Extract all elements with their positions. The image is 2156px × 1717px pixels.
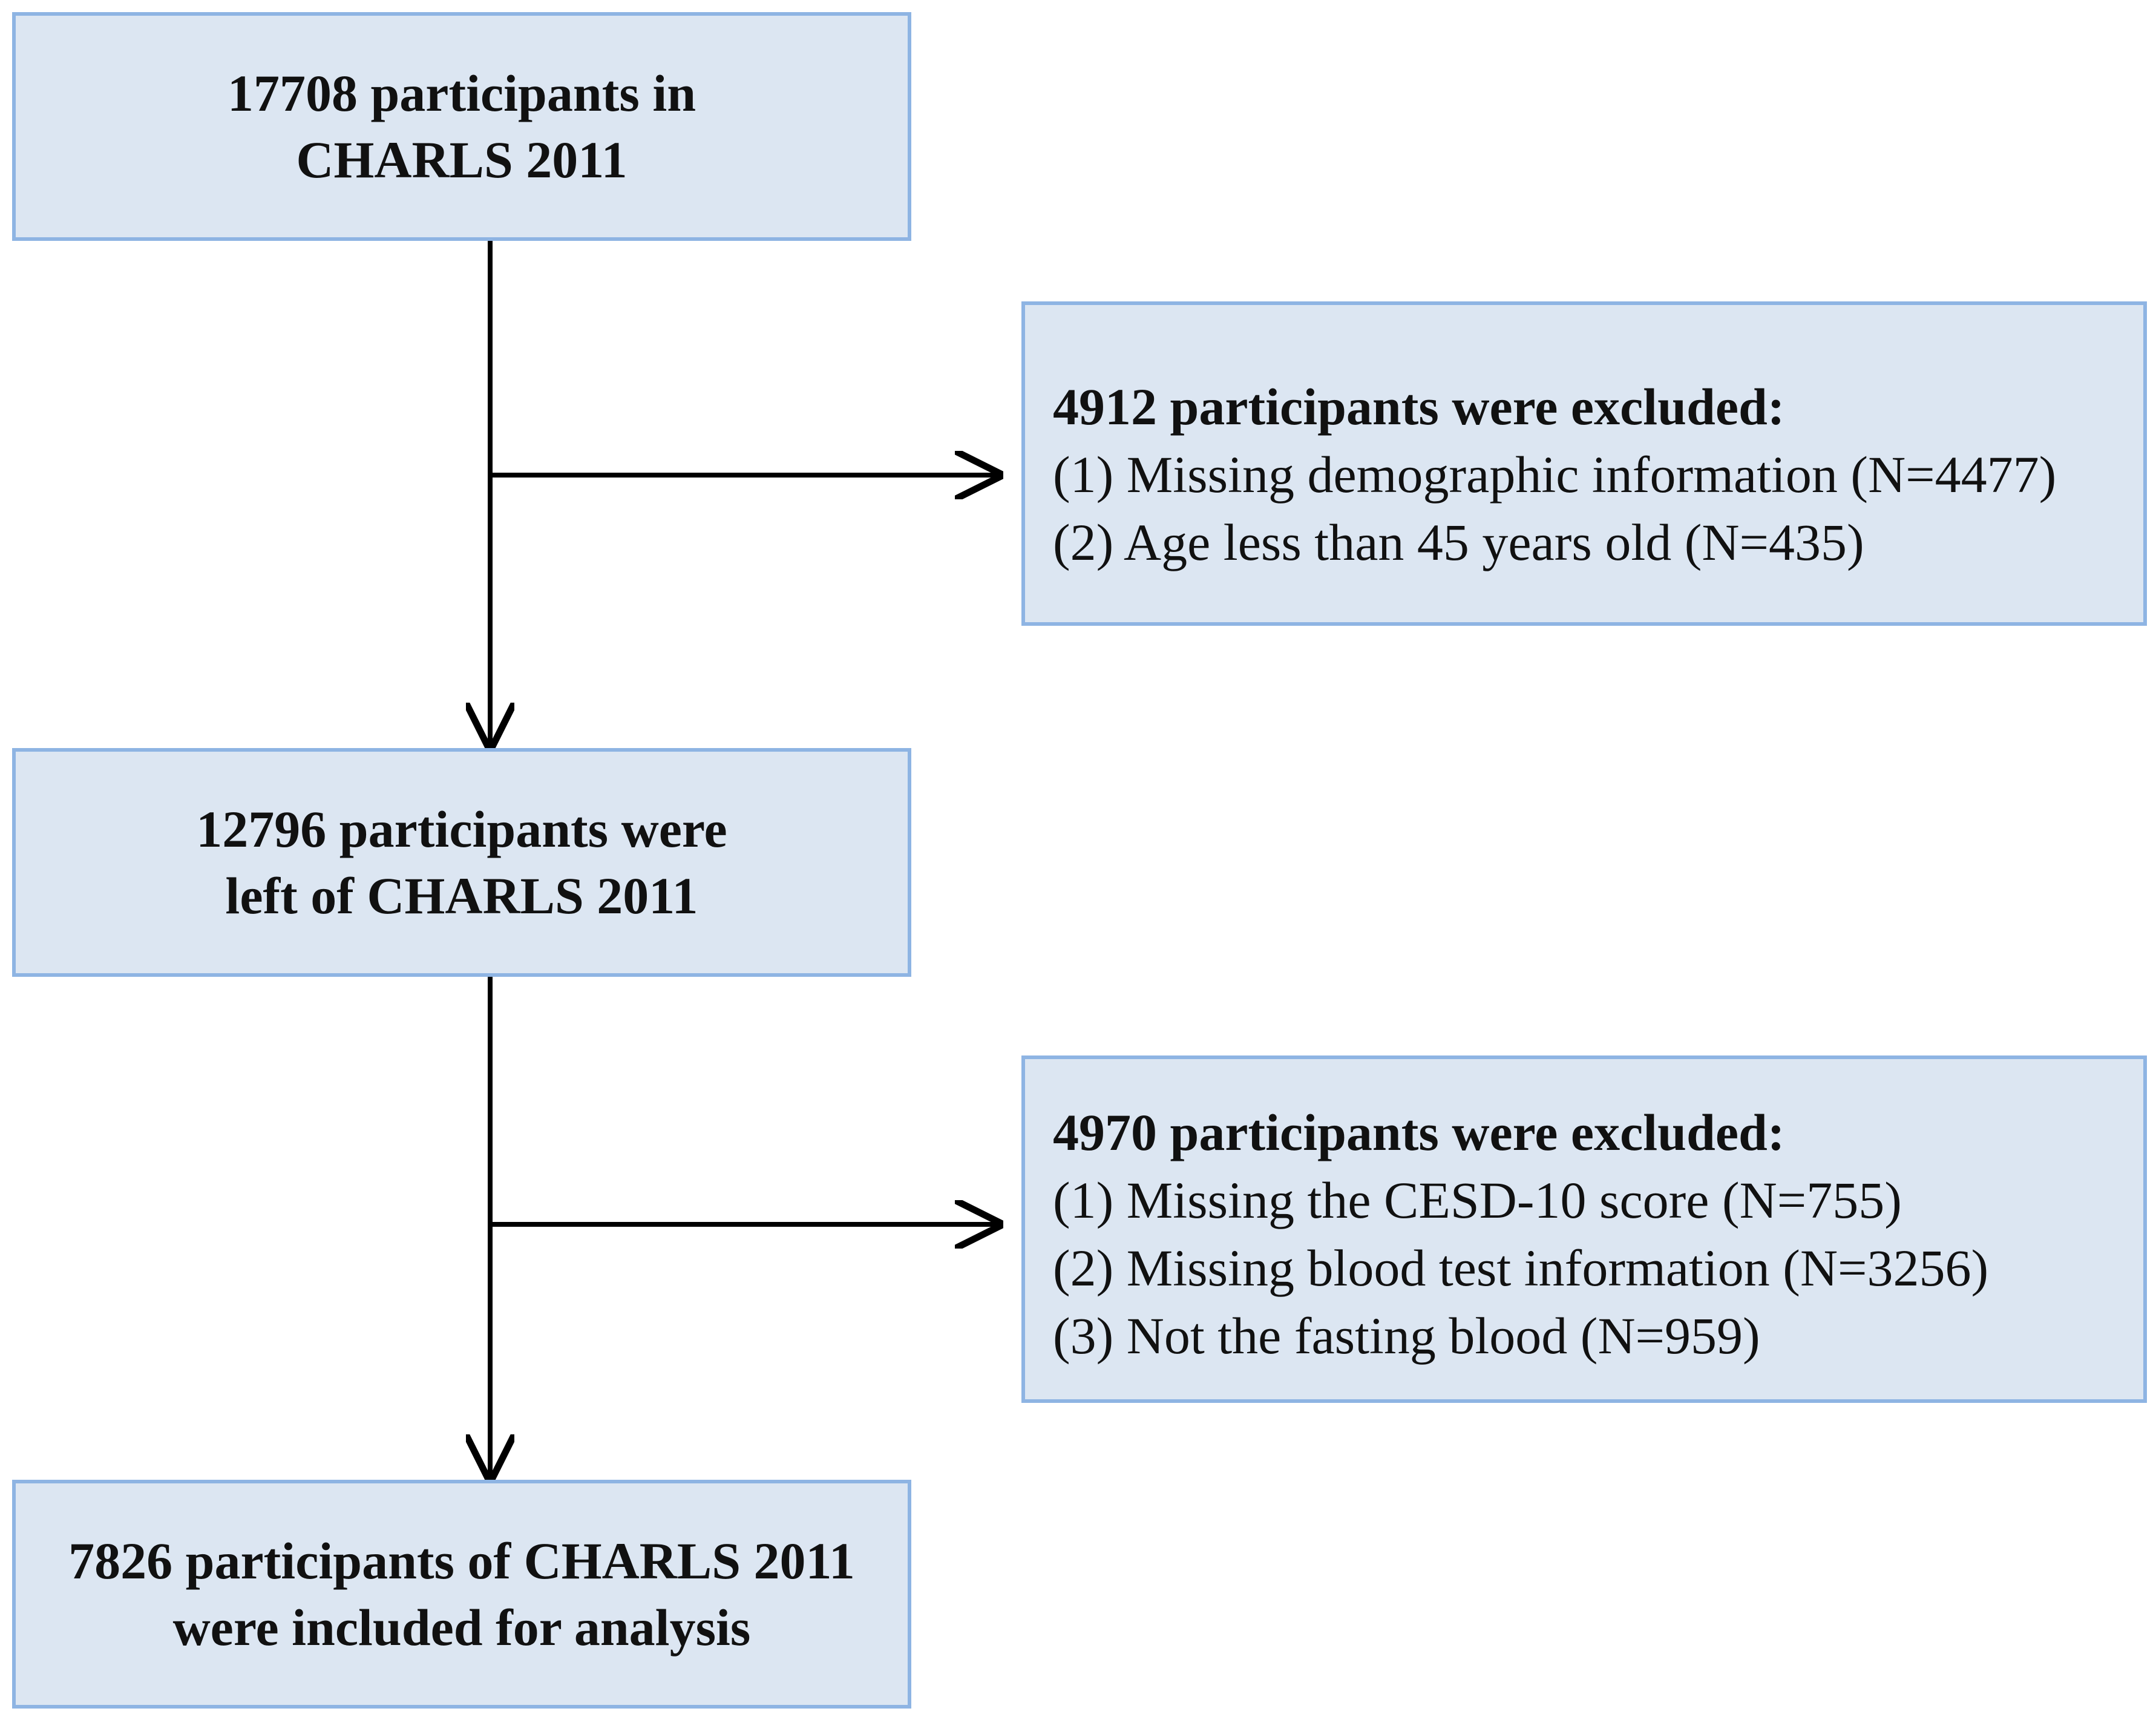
exclusion-1-item-1: (1) Missing demographic information (N=4… bbox=[1053, 445, 2057, 504]
box-exclusion-1: 4912 participants were excluded: (1) Mis… bbox=[1021, 301, 2147, 626]
exclusion-2-item-2: (2) Missing blood test information (N=32… bbox=[1053, 1239, 1989, 1297]
middle-line-2: left of CHARLS 2011 bbox=[225, 867, 698, 925]
exclusion-2-item-1: (1) Missing the CESD-10 score (N=755) bbox=[1053, 1171, 1902, 1229]
box-remaining-population: 12796 participants were left of CHARLS 2… bbox=[12, 748, 911, 977]
middle-line-1: 12796 participants were bbox=[196, 800, 727, 858]
start-line-1: 17708 participants in bbox=[227, 64, 696, 122]
box-start-population: 17708 participants in CHARLS 2011 bbox=[12, 12, 911, 241]
exclusion-2-title: 4970 participants were excluded: bbox=[1053, 1103, 1785, 1161]
exclusion-1-title: 4912 participants were excluded: bbox=[1053, 378, 1785, 436]
box-final-sample: 7826 participants of CHARLS 2011 were in… bbox=[12, 1480, 911, 1709]
box-exclusion-2: 4970 participants were excluded: (1) Mis… bbox=[1021, 1055, 2147, 1403]
exclusion-1-item-2: (2) Age less than 45 years old (N=435) bbox=[1053, 513, 1864, 571]
final-line-1: 7826 participants of CHARLS 2011 bbox=[68, 1532, 855, 1590]
final-line-2: were included for analysis bbox=[172, 1598, 751, 1656]
exclusion-2-item-3: (3) Not the fasting blood (N=959) bbox=[1053, 1307, 1760, 1365]
start-line-2: CHARLS 2011 bbox=[296, 131, 627, 189]
